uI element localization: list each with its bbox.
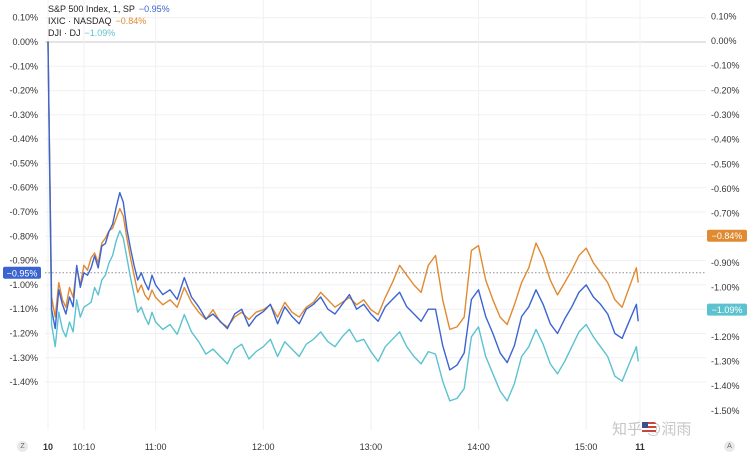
us-flag-icon [642, 422, 656, 433]
x-tick-label: 10:10 [73, 442, 96, 452]
legend-dji-label: DJI · DJ [48, 28, 81, 38]
right-tick-label: -0.30% [711, 110, 740, 120]
left-tick-label: -0.50% [9, 158, 38, 168]
auto-scale-button[interactable]: A [724, 441, 735, 452]
right-tick-label: -1.50% [711, 406, 740, 416]
legend-dji[interactable]: DJI · DJ −1.09% [48, 27, 170, 39]
x-tick-label: 14:00 [467, 442, 490, 452]
right-tick-label: -0.10% [711, 61, 740, 71]
timezone-button[interactable]: Z [17, 441, 28, 452]
ixic-last-badge-text: −0.84% [712, 231, 743, 241]
x-tick-label: 10 [43, 442, 53, 452]
legend: S&P 500 Index, 1, SP −0.95% IXIC · NASDAQ… [48, 3, 170, 39]
left-tick-label: 0.10% [12, 13, 38, 23]
x-tick-label: 15:00 [575, 442, 598, 452]
right-tick-label: -0.20% [711, 85, 740, 95]
left-tick-label: -0.30% [9, 110, 38, 120]
left-tick-label: -1.30% [9, 353, 38, 363]
right-tick-label: -0.50% [711, 159, 740, 169]
legend-sp500-change: −0.95% [138, 4, 170, 14]
left-tick-label: -0.10% [9, 61, 38, 71]
right-tick-label: -1.30% [711, 356, 740, 366]
dji-last-badge-bg [707, 303, 747, 316]
sp500-last-badge-text: −0.95% [7, 268, 38, 278]
x-tick-label: 11 [635, 442, 645, 452]
right-tick-label: -0.90% [711, 258, 740, 268]
left-tick-label: -1.00% [9, 280, 38, 290]
x-tick-label: 13:00 [360, 442, 383, 452]
ixic-last-badge-bg [707, 229, 747, 242]
left-tick-label: -0.70% [9, 207, 38, 217]
legend-ixic-label: IXIC · NASDAQ [48, 16, 112, 26]
left-tick-label: -0.20% [9, 86, 38, 96]
right-tick-label: -0.60% [711, 184, 740, 194]
left-tick-label: -1.40% [9, 377, 38, 387]
left-tick-label: -0.40% [9, 134, 38, 144]
x-tick-label: 11:00 [145, 442, 167, 452]
right-tick-label: 0.10% [711, 11, 737, 21]
left-tick-label: -0.90% [9, 256, 38, 266]
right-tick-label: -0.70% [711, 209, 740, 219]
sp500-last-badge-bg [3, 266, 41, 279]
left-tick-label: -1.20% [9, 328, 38, 338]
left-tick-label: -0.80% [9, 231, 38, 241]
dji-last-badge-text: −1.09% [712, 305, 743, 315]
left-tick-label: -1.10% [9, 304, 38, 314]
left-tick-label: -0.60% [9, 183, 38, 193]
legend-sp500[interactable]: S&P 500 Index, 1, SP −0.95% [48, 3, 170, 15]
legend-sp500-label: S&P 500 Index, 1, SP [48, 4, 135, 14]
series-line-s-p-500-index [47, 41, 639, 371]
series-line-dji [47, 40, 639, 402]
series-line-ixic [47, 40, 639, 331]
right-tick-label: -0.40% [711, 135, 740, 145]
right-tick-label: -1.00% [711, 283, 740, 293]
right-tick-label: -1.40% [711, 381, 740, 391]
left-tick-label: 0.00% [12, 37, 38, 47]
legend-ixic[interactable]: IXIC · NASDAQ −0.84% [48, 15, 170, 27]
right-tick-label: 0.00% [711, 36, 737, 46]
plot-area [45, 0, 706, 430]
legend-ixic-change: −0.84% [115, 16, 147, 26]
right-tick-label: -1.20% [711, 332, 740, 342]
legend-dji-change: −1.09% [84, 28, 116, 38]
x-tick-label: 12:00 [252, 442, 275, 452]
